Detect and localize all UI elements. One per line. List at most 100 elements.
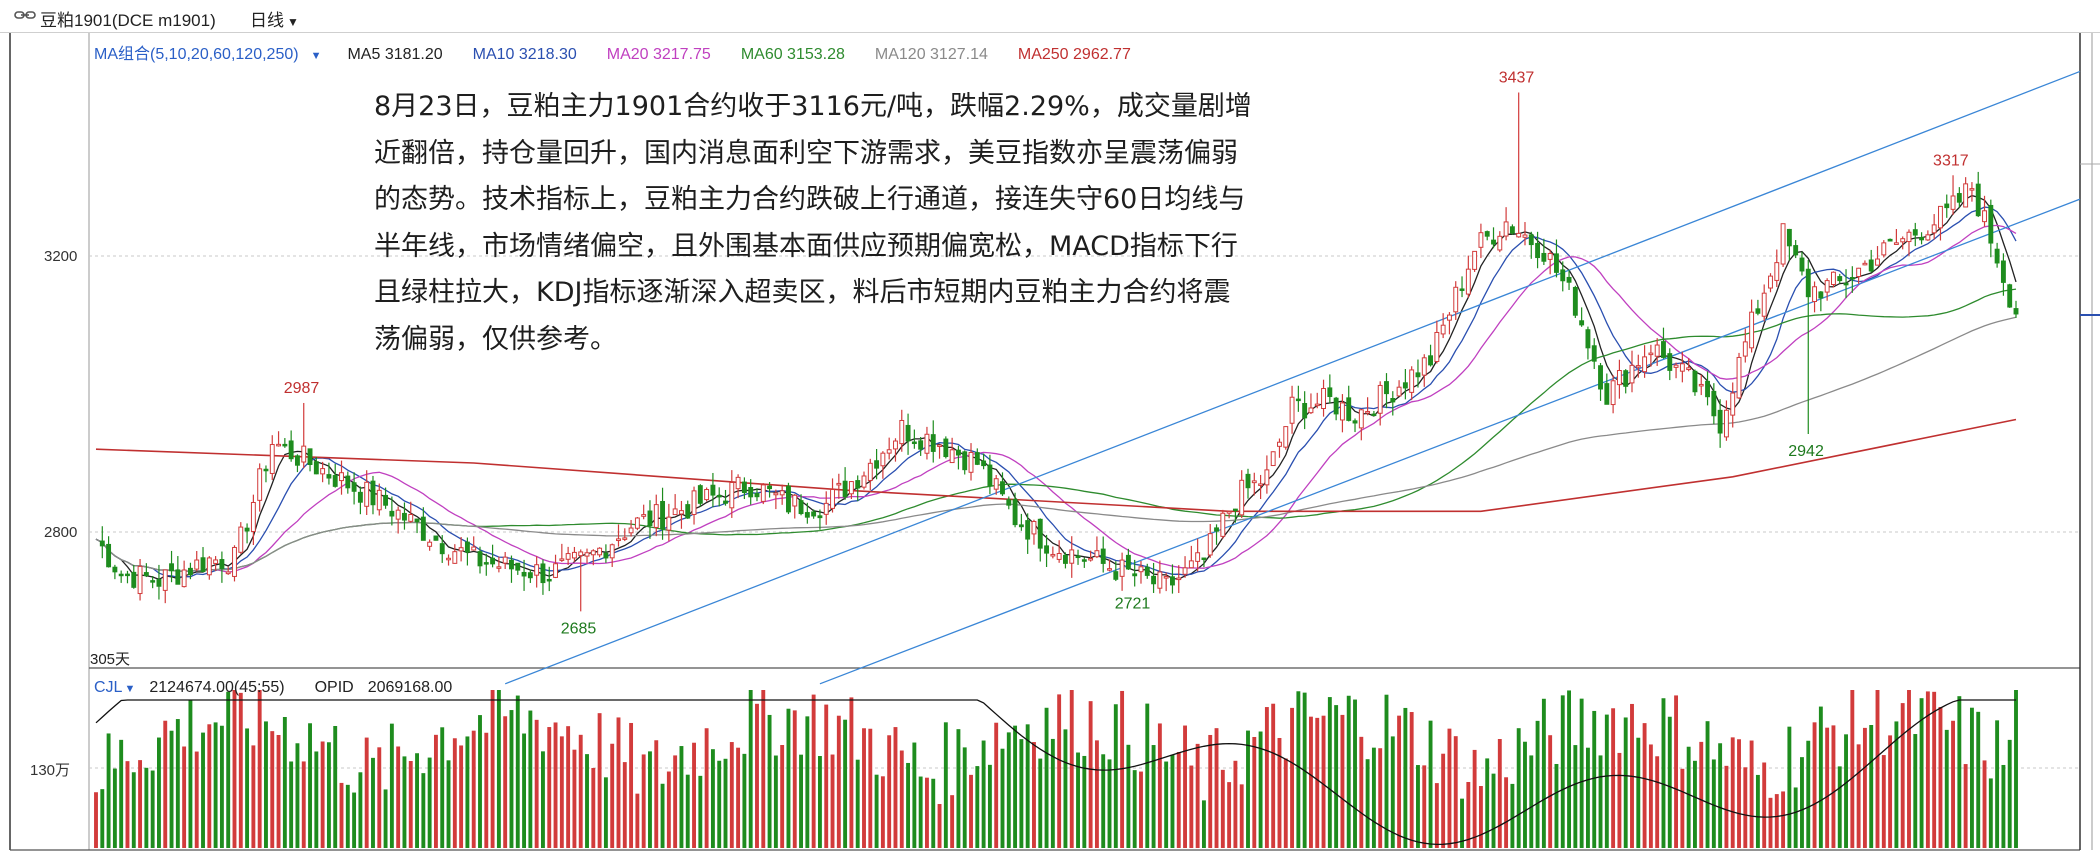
link-icon[interactable] bbox=[14, 8, 36, 22]
volume-bar bbox=[1963, 764, 1968, 848]
candle bbox=[1119, 559, 1125, 577]
candle bbox=[244, 527, 250, 532]
volume-bar bbox=[1504, 777, 1509, 848]
candle bbox=[666, 516, 672, 531]
candle bbox=[1327, 387, 1333, 398]
candle bbox=[616, 538, 621, 542]
volume-bar bbox=[150, 770, 155, 848]
candle bbox=[1428, 355, 1434, 366]
candle bbox=[1214, 527, 1219, 532]
volume-bar bbox=[742, 753, 747, 848]
volume-bar bbox=[1749, 740, 1754, 848]
volume-bar bbox=[1982, 760, 1987, 848]
opid-label: OPID bbox=[314, 679, 354, 696]
volume-bar bbox=[1724, 765, 1729, 848]
volume-bar bbox=[389, 723, 394, 848]
volume-bar bbox=[471, 730, 476, 848]
candle bbox=[1705, 380, 1710, 398]
volume-bar bbox=[862, 728, 866, 848]
candle bbox=[357, 491, 363, 503]
volume-bar bbox=[1567, 690, 1571, 848]
candle bbox=[899, 419, 905, 445]
chevron-down-icon[interactable]: ▼ bbox=[310, 50, 322, 62]
volume-bar bbox=[1403, 707, 1408, 848]
candle bbox=[1837, 276, 1843, 282]
volume-bar bbox=[1466, 781, 1471, 848]
candle bbox=[918, 440, 924, 450]
ma-combo-selector[interactable]: MA组合(5,10,20,60,120,250) bbox=[94, 46, 299, 63]
volume-bar bbox=[1309, 716, 1313, 848]
volume-bar bbox=[1157, 723, 1162, 848]
candle bbox=[1528, 234, 1534, 246]
volume-bar bbox=[710, 749, 715, 848]
volume-bar bbox=[1705, 721, 1710, 848]
volume-bar bbox=[125, 761, 130, 848]
volume-bar bbox=[402, 756, 407, 848]
volume-bar bbox=[943, 722, 948, 848]
candle bbox=[792, 494, 798, 507]
candle bbox=[1881, 242, 1887, 256]
candle bbox=[848, 481, 854, 495]
volume-bar bbox=[1283, 758, 1288, 848]
candle bbox=[477, 551, 483, 567]
candle bbox=[817, 515, 823, 519]
volume-bar bbox=[981, 740, 986, 848]
candle bbox=[1006, 499, 1012, 506]
volume-bar bbox=[723, 758, 728, 848]
volume-bar bbox=[1988, 778, 1993, 848]
volume-bar bbox=[591, 767, 596, 848]
candle bbox=[653, 504, 659, 528]
candle bbox=[527, 572, 533, 579]
candle bbox=[1843, 282, 1849, 286]
chevron-down-icon[interactable]: ▼ bbox=[124, 683, 136, 695]
annotation-line: 荡偏弱，仅供参考。 bbox=[374, 323, 617, 355]
candle bbox=[351, 482, 357, 492]
candle bbox=[339, 472, 344, 482]
volume-bar bbox=[1812, 722, 1817, 848]
volume-bar bbox=[1264, 707, 1269, 848]
candle bbox=[1402, 382, 1408, 389]
volume-bar bbox=[1126, 744, 1131, 848]
candle bbox=[962, 451, 968, 471]
volume-bar bbox=[1693, 760, 1697, 848]
candle bbox=[716, 494, 722, 498]
volume-bar bbox=[1969, 707, 1974, 848]
candle bbox=[1893, 242, 1899, 245]
volume-bar bbox=[1183, 725, 1187, 848]
volume-bar bbox=[541, 751, 545, 848]
candle bbox=[1484, 231, 1490, 237]
volume-bar bbox=[629, 722, 634, 848]
cjl-selector[interactable]: CJL bbox=[94, 679, 123, 696]
candle bbox=[993, 478, 999, 490]
candle bbox=[786, 485, 791, 513]
volume-bar bbox=[1246, 730, 1250, 848]
volume-bar bbox=[792, 710, 797, 848]
period-label: 日线 bbox=[250, 11, 284, 30]
candle bbox=[1975, 183, 1981, 217]
volume-bar bbox=[1434, 783, 1439, 848]
candle bbox=[1251, 480, 1257, 484]
volume-bar bbox=[1957, 696, 1962, 848]
volume-bar bbox=[874, 774, 879, 848]
volume-bar bbox=[496, 690, 501, 848]
candle bbox=[678, 510, 684, 515]
candle bbox=[1352, 420, 1358, 424]
ma250-value: MA250 2962.77 bbox=[1017, 46, 1131, 63]
candle bbox=[1931, 224, 1937, 234]
volume-bar bbox=[1762, 762, 1767, 848]
volume-bar bbox=[1907, 690, 1911, 848]
volume-bar bbox=[1944, 729, 1949, 848]
candle bbox=[1377, 384, 1383, 414]
volume-bar bbox=[1548, 735, 1553, 848]
period-selector[interactable]: 日线 ▼ bbox=[250, 6, 299, 31]
volume-bar bbox=[1258, 731, 1263, 848]
volume-bar bbox=[1510, 783, 1515, 848]
candle bbox=[1232, 508, 1238, 512]
candle bbox=[521, 571, 527, 577]
candle bbox=[194, 559, 200, 570]
annotation-line: 近翻倍，持仓量回升，国内消息面利空下游需求，美豆指数亦呈震荡偏弱 bbox=[374, 137, 1238, 169]
volume-bar bbox=[490, 690, 495, 848]
volume-bar bbox=[245, 728, 250, 848]
candle bbox=[1610, 380, 1616, 406]
